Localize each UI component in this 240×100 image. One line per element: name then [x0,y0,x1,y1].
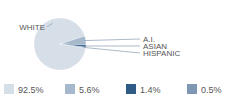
leader-line [84,47,140,53]
legend-label: 1.4% [140,85,161,95]
legend: 92.5% 5.6% 1.4% 0.5% [4,84,222,95]
pie-slice [60,44,86,47]
legend-swatch [4,84,14,94]
category-label: HISPANIC [143,49,180,58]
legend-label: 0.5% [201,85,222,95]
legend-label: 5.6% [79,85,100,95]
leader-line [84,39,140,41]
pie-slice [60,36,86,45]
legend-swatch [65,84,75,94]
chart: WHITEA.I.ASIANHISPANIC92.5%5.6%1.4%0.5% [0,0,240,100]
legend-label: 92.5% [18,85,44,95]
legend-swatch [187,84,197,94]
leader-line [47,23,52,27]
leader-line [85,46,140,47]
legend-swatch [126,84,136,94]
category-label: WHITE [19,23,45,32]
pie-slice [60,44,86,48]
